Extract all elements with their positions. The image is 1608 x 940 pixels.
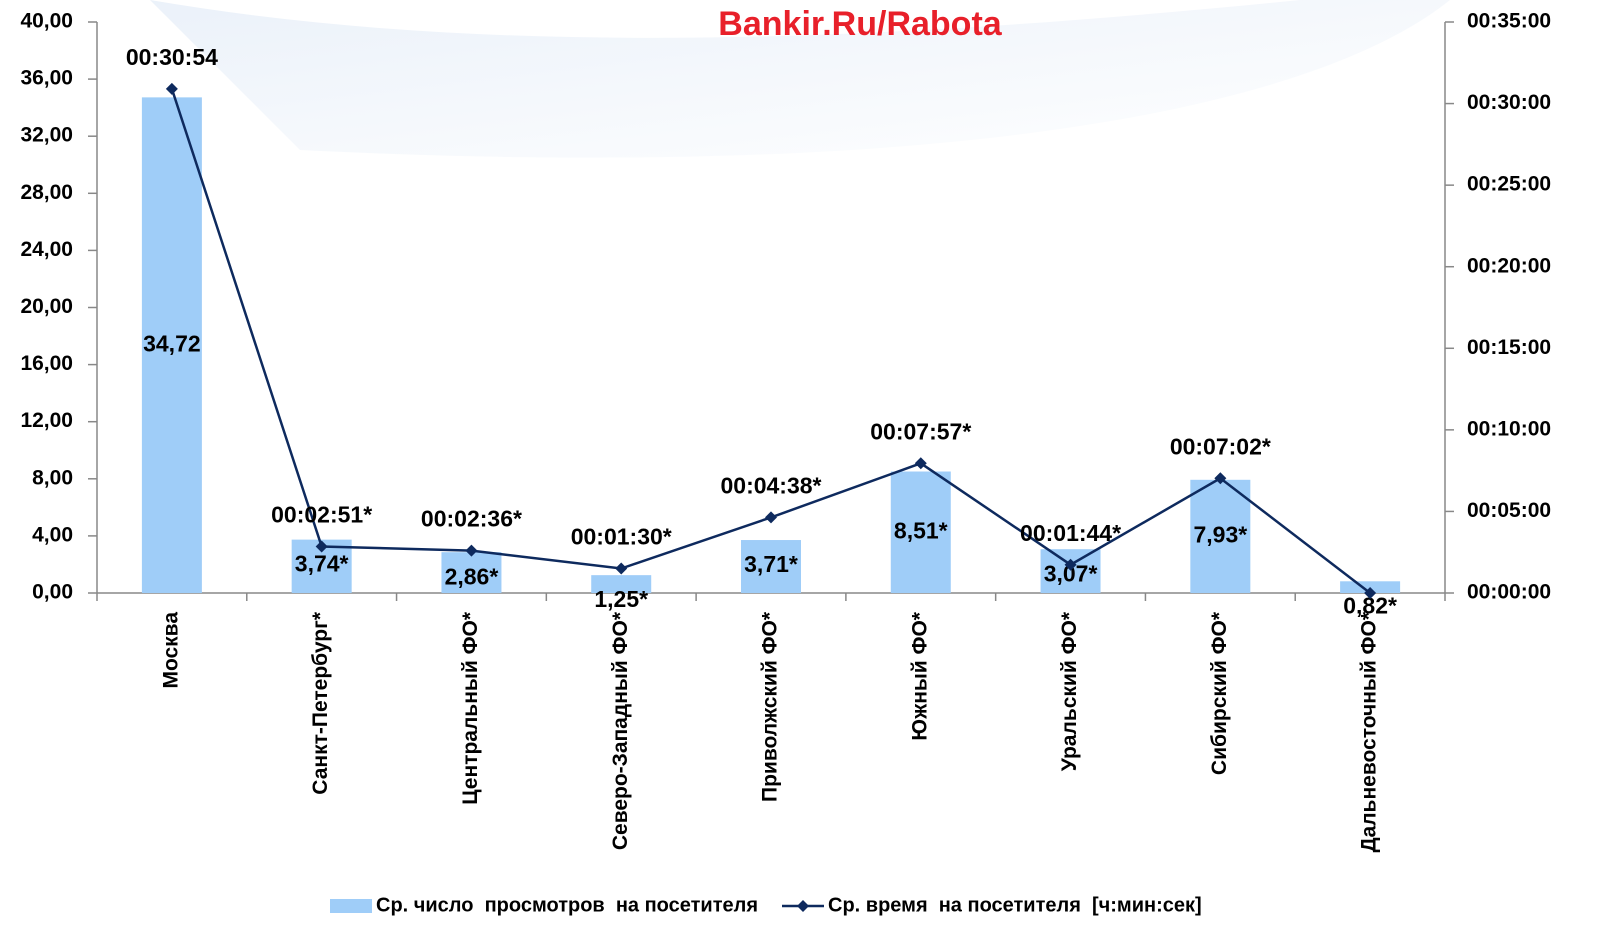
background-swoosh	[150, 0, 1450, 158]
bar	[1190, 479, 1251, 593]
line-marker	[465, 544, 478, 557]
line-label: 00:02:51*	[271, 502, 372, 528]
line-marker	[615, 562, 628, 575]
bar	[890, 471, 951, 593]
y-tick-label: 4,00	[32, 523, 73, 546]
line-marker	[1364, 587, 1377, 599]
y2-tick-label: 00:00:00	[1467, 581, 1551, 604]
bar	[141, 97, 202, 593]
line-label: 00:02:36*	[421, 506, 522, 532]
y-tick-label: 16,00	[20, 352, 73, 375]
legend-swatch	[330, 899, 372, 913]
y-tick-label: 36,00	[20, 67, 73, 90]
line-label: 00:07:57*	[870, 418, 971, 444]
bar	[591, 575, 652, 593]
y2-tick-label: 00:15:00	[1467, 336, 1551, 359]
legend-label: Ср. число просмотров на посетителя	[376, 894, 758, 916]
line-marker	[914, 457, 927, 470]
y-tick-label: 28,00	[20, 181, 73, 204]
bar	[741, 540, 801, 593]
x-tick-label: Северо-Западный ФО*	[609, 611, 632, 850]
x-tick-label: Приволжский ФО*	[759, 611, 782, 802]
bar-label: 2,86*	[445, 563, 499, 589]
x-tick-label: Южный ФО*	[908, 611, 931, 740]
y2-tick-label: 00:10:00	[1467, 417, 1551, 440]
x-tick-label: Уральский ФО*	[1058, 611, 1081, 771]
bar	[1040, 549, 1101, 593]
line-label: 00:04:38*	[720, 472, 821, 498]
legend-marker	[797, 900, 809, 912]
line-label: 00:01:30*	[571, 524, 672, 550]
y-tick-label: 20,00	[20, 295, 73, 318]
y2-tick-label: 00:30:00	[1467, 91, 1551, 114]
y-tick-label: 12,00	[20, 409, 73, 432]
legend-label: Ср. время на посетителя [ч:мин:сек]	[828, 894, 1202, 916]
x-tick-label: Центральный ФО*	[459, 611, 482, 805]
x-tick-label: Санкт-Петербург*	[309, 611, 332, 795]
bar	[441, 552, 502, 593]
x-tick-label: Дальневосточный ФО*	[1358, 611, 1381, 852]
line-marker	[165, 82, 178, 95]
y2-tick-label: 00:05:00	[1467, 499, 1551, 522]
line-label: 00:30:54	[126, 44, 218, 70]
bar-label: 3,74*	[295, 551, 349, 577]
bar-label: 8,51*	[894, 517, 948, 543]
line-marker	[315, 540, 328, 553]
y-tick-label: 32,00	[20, 124, 73, 147]
y-tick-label: 8,00	[32, 466, 73, 489]
line-label: 00:07:02*	[1170, 433, 1271, 459]
bar-label: 3,71*	[744, 551, 798, 577]
x-tick-label: Москва	[159, 612, 182, 689]
line-marker	[1214, 472, 1227, 485]
y-tick-label: 40,00	[20, 10, 73, 33]
chart-title: Bankir.Ru/Rabota	[718, 5, 1002, 43]
y2-tick-label: 00:20:00	[1467, 254, 1551, 277]
y2-tick-label: 00:25:00	[1467, 173, 1551, 196]
bar-label: 7,93*	[1193, 521, 1247, 547]
y-tick-label: 0,00	[32, 581, 73, 604]
y2-tick-label: 00:35:00	[1467, 10, 1551, 33]
line-marker	[1064, 558, 1077, 571]
bar-label: 1,25*	[594, 586, 648, 612]
line-label: 00:01:44*	[1020, 520, 1121, 546]
line-marker	[765, 511, 777, 524]
bar-label: 34,72	[143, 330, 201, 356]
y-tick-label: 24,00	[20, 238, 73, 261]
x-tick-label: Сибирский ФО*	[1208, 611, 1231, 775]
